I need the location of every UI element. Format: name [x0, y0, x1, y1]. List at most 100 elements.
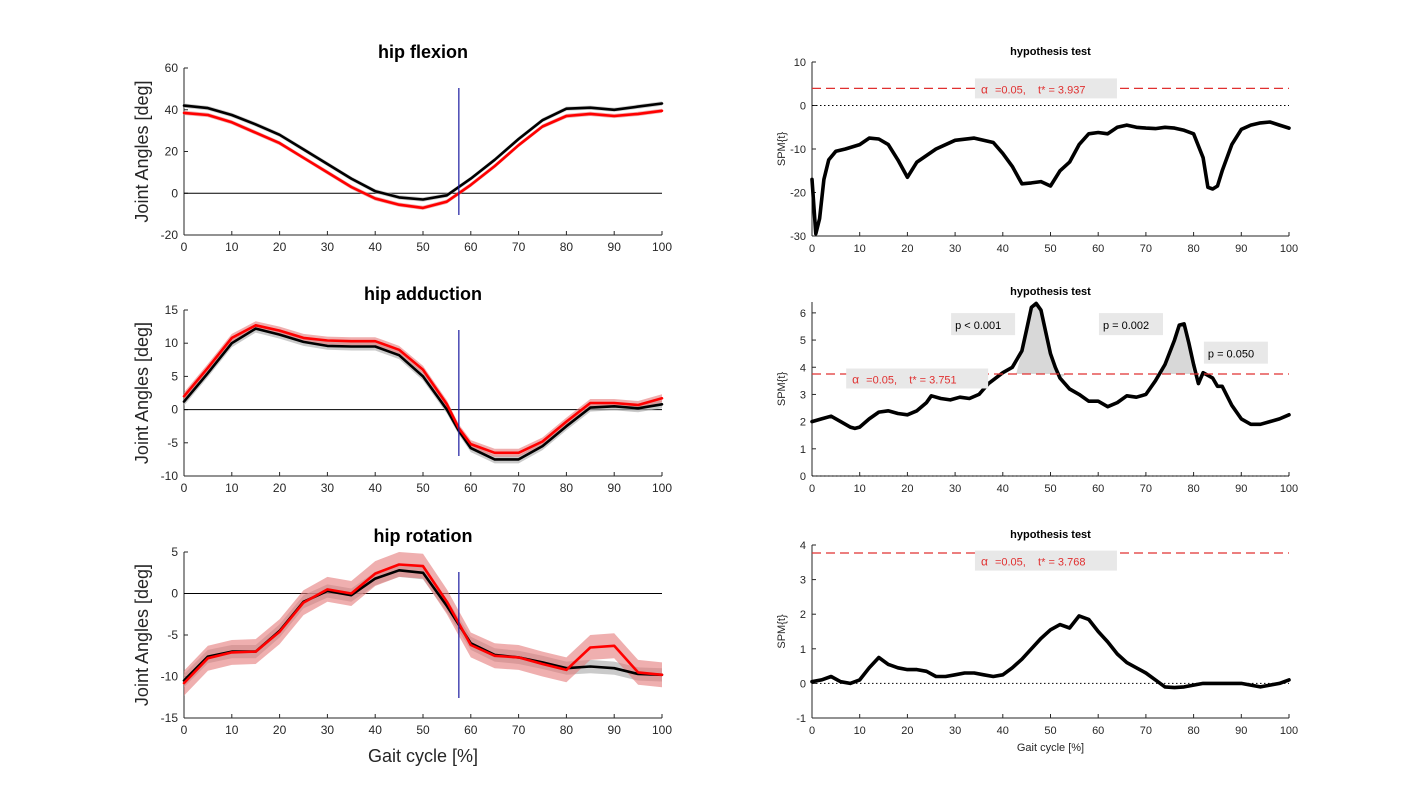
- x-tick-label: 30: [949, 243, 961, 255]
- chart-title: hypothesis test: [1010, 529, 1091, 541]
- threshold-label: =0.05, t* = 3.751: [866, 374, 957, 386]
- chart-title: hypothesis test: [1010, 286, 1091, 298]
- p-value-label: p < 0.001: [955, 320, 1001, 332]
- y-tick-label: 5: [800, 335, 806, 347]
- x-tick-label: 20: [901, 725, 913, 737]
- x-tick-label: 20: [273, 723, 287, 737]
- sd-band-black: [184, 101, 662, 202]
- x-tick-label: 20: [273, 481, 287, 495]
- x-tick-label: 70: [512, 240, 526, 254]
- chart-title: hip flexion: [378, 42, 468, 62]
- y-tick-label: 0: [171, 587, 178, 601]
- y-tick-label: -5: [167, 436, 178, 450]
- x-tick-label: 0: [181, 481, 188, 495]
- chart-title: hip adduction: [364, 284, 482, 304]
- x-tick-label: 60: [1092, 483, 1104, 495]
- x-tick-label: 100: [1280, 483, 1298, 495]
- x-tick-label: 90: [608, 481, 622, 495]
- x-tick-label: 10: [225, 240, 239, 254]
- threshold-label-box: [846, 368, 989, 389]
- chart-title: hypothesis test: [1010, 46, 1091, 58]
- y-tick-label: 0: [171, 403, 178, 417]
- x-tick-label: 60: [464, 723, 478, 737]
- x-tick-label: 80: [560, 240, 574, 254]
- x-tick-label: 50: [1044, 725, 1056, 737]
- x-tick-label: 20: [901, 483, 913, 495]
- x-tick-label: 70: [512, 723, 526, 737]
- x-tick-label: 90: [1235, 483, 1247, 495]
- series-line-black: [182, 327, 664, 461]
- y-tick-label: 10: [794, 57, 806, 69]
- series-line-red: [182, 109, 664, 210]
- p-value-box: [1098, 313, 1163, 336]
- y-tick-label: 0: [800, 101, 806, 113]
- x-tick-label: 60: [464, 481, 478, 495]
- x-tick-label: 20: [901, 243, 913, 255]
- x-tick-label: 40: [369, 481, 383, 495]
- y-tick-label: -20: [161, 228, 179, 242]
- y-axis-label: Joint Angles [deg]: [132, 322, 152, 464]
- x-tick-label: 80: [560, 723, 574, 737]
- x-tick-label: 20: [273, 240, 287, 254]
- x-tick-label: 90: [1235, 725, 1247, 737]
- series-line-black: [182, 102, 664, 201]
- x-tick-label: 100: [1280, 725, 1298, 737]
- x-tick-label: 40: [997, 243, 1009, 255]
- y-tick-label: -15: [161, 711, 179, 725]
- x-tick-label: 80: [560, 481, 574, 495]
- x-tick-label: 80: [1187, 243, 1199, 255]
- y-tick-label: -20: [790, 188, 806, 200]
- x-tick-label: 100: [652, 723, 672, 737]
- p-value-box: [1203, 341, 1268, 364]
- x-tick-label: 50: [416, 723, 430, 737]
- x-tick-label: 50: [416, 481, 430, 495]
- series-line-red: [182, 563, 664, 685]
- p-value-label: p = 0.050: [1208, 349, 1254, 361]
- y-tick-label: 5: [171, 369, 178, 383]
- x-axis-label: Gait cycle [%]: [1017, 742, 1084, 754]
- sd-band-black: [184, 324, 662, 464]
- y-axis-label: Joint Angles [deg]: [132, 564, 152, 706]
- x-tick-label: 30: [949, 725, 961, 737]
- y-tick-label: 6: [800, 308, 806, 320]
- x-tick-label: 50: [1044, 243, 1056, 255]
- x-tick-label: 30: [321, 723, 335, 737]
- y-tick-label: 0: [800, 678, 806, 690]
- x-tick-label: 40: [997, 725, 1009, 737]
- x-tick-label: 80: [1187, 483, 1199, 495]
- alpha-symbol: α: [981, 555, 988, 569]
- y-tick-label: 1: [800, 644, 806, 656]
- x-tick-label: 60: [464, 240, 478, 254]
- y-tick-label: -30: [790, 231, 806, 243]
- chart-title: hip rotation: [374, 526, 473, 546]
- x-tick-label: 40: [997, 483, 1009, 495]
- x-tick-label: 80: [1187, 725, 1199, 737]
- y-tick-label: 4: [800, 540, 806, 552]
- x-tick-label: 10: [854, 725, 866, 737]
- chart-panel-2: 0 10 20 30 40 50 60 70 80 90 100 -10 -5 0 5 10 15 hip add…: [132, 284, 672, 495]
- x-tick-label: 60: [1092, 243, 1104, 255]
- y-tick-label: -10: [790, 144, 806, 156]
- x-tick-label: 30: [321, 240, 335, 254]
- p-value-label: p = 0.002: [1103, 320, 1149, 332]
- x-tick-label: 30: [321, 481, 335, 495]
- threshold-label: =0.05, t* = 3.937: [995, 84, 1086, 96]
- y-tick-label: -10: [161, 670, 179, 684]
- y-tick-label: 3: [800, 389, 806, 401]
- y-axis-label: Joint Angles [deg]: [132, 80, 152, 222]
- y-tick-label: 5: [171, 545, 178, 559]
- y-tick-label: 0: [171, 186, 178, 200]
- y-tick-label: 20: [165, 145, 179, 159]
- p-value-box: [951, 313, 1016, 336]
- y-tick-label: 3: [800, 575, 806, 587]
- y-tick-label: 40: [165, 103, 179, 117]
- x-tick-label: 100: [652, 240, 672, 254]
- x-tick-label: 100: [652, 481, 672, 495]
- x-tick-label: 60: [1092, 725, 1104, 737]
- chart-panel-6: 0 10 20 30 40 50 60 70 80 90 100-101234hypothesis …: [776, 529, 1298, 754]
- x-tick-label: 70: [1140, 725, 1152, 737]
- x-tick-label: 10: [225, 723, 239, 737]
- threshold-label: =0.05, t* = 3.768: [995, 557, 1086, 569]
- y-tick-label: -1: [796, 713, 806, 725]
